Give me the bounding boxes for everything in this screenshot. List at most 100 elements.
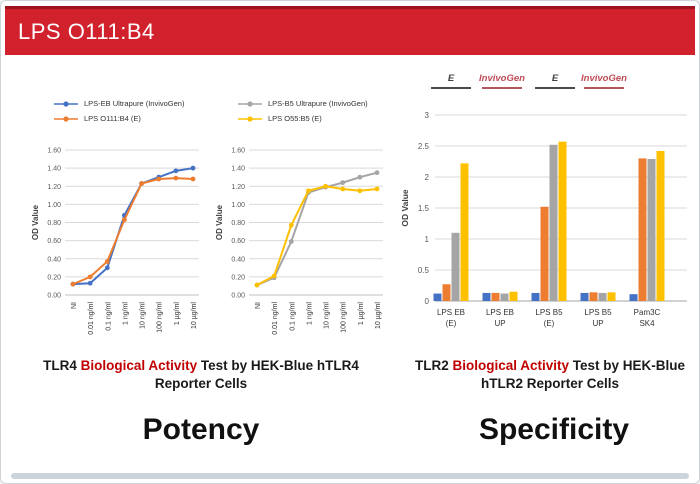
svg-text:0.20: 0.20 — [47, 274, 61, 281]
svg-text:0.5: 0.5 — [418, 266, 430, 275]
caption-highlight: Biological Activity — [452, 358, 570, 373]
legend-item: LPS O55:B5 (E) — [237, 114, 391, 123]
svg-text:OD Value: OD Value — [31, 204, 40, 240]
svg-text:0.60: 0.60 — [231, 238, 245, 245]
svg-text:10 µg/ml: 10 µg/ml — [375, 302, 382, 329]
svg-text:0.00: 0.00 — [47, 293, 61, 300]
svg-text:1 ng/ml: 1 ng/ml — [122, 302, 129, 325]
svg-text:OD Value: OD Value — [215, 204, 224, 240]
legend-item: LPS O111:B4 (E) — [53, 114, 207, 123]
supplier-label: InvivoGen — [479, 73, 525, 84]
specificity-section-label: Specificity — [478, 413, 630, 446]
supplier-annotation: InvivoGen — [476, 73, 528, 89]
legend-label: LPS O55:B5 (E) — [268, 114, 322, 123]
svg-text:1.40: 1.40 — [47, 166, 61, 173]
supplier-annotations: E InvivoGen E InvivoGen — [399, 73, 691, 103]
svg-text:0.1 ng/ml: 0.1 ng/ml — [289, 302, 296, 331]
svg-text:0.40: 0.40 — [47, 256, 61, 263]
caption-text: TLR4 — [43, 358, 81, 373]
caption-text: Test by HEK-Blue hTLR2 Reporter Cells — [480, 358, 686, 392]
line-chart-plot: 0.00 0.20 0.40 0.60 0.80 1.00 1.20 1.40 1.60 OD V… — [31, 148, 199, 335]
caption-text: TLR2 — [414, 358, 453, 373]
supplier-annotation: E — [529, 73, 581, 89]
supplier-annotation: InvivoGen — [578, 73, 630, 89]
legend-label: LPS-EB Ultrapure (InvivoGen) — [84, 99, 185, 108]
svg-text:0.01 ng/ml: 0.01 ng/ml — [88, 302, 95, 335]
supplier-label: E — [551, 73, 559, 84]
slide-title: LPS O111:B4 — [18, 19, 155, 44]
svg-text:0: 0 — [425, 297, 430, 306]
svg-text:1.5: 1.5 — [418, 204, 430, 213]
svg-text:1 µg/ml: 1 µg/ml — [174, 302, 181, 326]
svg-text:1.20: 1.20 — [47, 184, 61, 191]
svg-text:1 ng/ml: 1 ng/ml — [306, 302, 313, 325]
svg-text:(E): (E) — [544, 319, 555, 328]
svg-text:100 ng/ml: 100 ng/ml — [341, 302, 348, 333]
chart-legend: LPS-B5 Ultrapure (InvivoGen) LPS O55:B5 (… — [213, 99, 391, 133]
supplier-annotation: E — [425, 73, 477, 89]
caption-text: Test by HEK-Blue hTLR4 Reporter Cells — [154, 358, 359, 392]
annotation-underline — [482, 87, 522, 89]
svg-text:100 ng/ml: 100 ng/ml — [157, 302, 164, 333]
annotation-underline — [431, 87, 471, 89]
svg-text:OD Value: OD Value — [400, 189, 410, 227]
svg-text:0.20: 0.20 — [231, 274, 245, 281]
svg-text:1.60: 1.60 — [231, 148, 245, 155]
svg-text:1.60: 1.60 — [47, 148, 61, 155]
specificity-bar-chart: E InvivoGen E InvivoGen 0 0.5 1 1.5 2 2.5 3 OD Valu… — [399, 73, 691, 344]
chart-legend: LPS-EB Ultrapure (InvivoGen) LPS O111:B4 … — [29, 99, 207, 133]
tlr2-assay-caption: TLR2 Biological Activity Test by HEK-Blu… — [414, 357, 686, 393]
svg-text:LPS EB: LPS EB — [437, 308, 465, 317]
bar-chart-plot: 0 0.5 1 1.5 2 2.5 3 OD Value LPS EB (E) LPS EB UP LP… — [400, 111, 687, 328]
potency-line-chart-lps-b5: LPS-B5 Ultrapure (InvivoGen) LPS O55:B5 (… — [213, 99, 391, 353]
tlr4-assay-caption: TLR4 Biological Activity Test by HEK-Blu… — [31, 357, 371, 393]
svg-text:NI: NI — [255, 302, 262, 309]
caption-highlight: Biological Activity — [80, 358, 198, 373]
potency-section-label: Potency — [142, 413, 260, 446]
annotation-underline — [584, 87, 624, 89]
legend-item: LPS-EB Ultrapure (InvivoGen) — [53, 99, 207, 108]
svg-text:1.00: 1.00 — [47, 202, 61, 209]
potency-line-chart-lps-eb: LPS-EB Ultrapure (InvivoGen) LPS O111:B4 … — [29, 99, 207, 353]
svg-text:SK4: SK4 — [639, 319, 655, 328]
svg-text:0.00: 0.00 — [231, 293, 245, 300]
legend-line-marker-icon — [54, 100, 78, 107]
svg-text:(E): (E) — [446, 319, 457, 328]
legend-item: LPS-B5 Ultrapure (InvivoGen) — [237, 99, 391, 108]
legend-line-marker-icon — [238, 100, 262, 107]
slide-bottom-edge — [11, 473, 689, 479]
supplier-label: E — [447, 73, 455, 84]
svg-text:3: 3 — [425, 111, 430, 120]
svg-text:0.1 ng/ml: 0.1 ng/ml — [105, 302, 112, 331]
legend-label: LPS-B5 Ultrapure (InvivoGen) — [268, 99, 368, 108]
svg-text:0.80: 0.80 — [231, 220, 245, 227]
svg-text:NI: NI — [71, 302, 78, 309]
svg-text:2: 2 — [425, 173, 430, 182]
svg-text:10 µg/ml: 10 µg/ml — [191, 302, 198, 329]
annotation-underline — [535, 87, 575, 89]
svg-text:1: 1 — [425, 235, 430, 244]
legend-line-marker-icon — [238, 115, 262, 122]
svg-text:2.5: 2.5 — [418, 142, 430, 151]
svg-text:UP: UP — [592, 319, 603, 328]
svg-text:LPS B5: LPS B5 — [535, 308, 563, 317]
svg-text:1.20: 1.20 — [231, 184, 245, 191]
supplier-label: InvivoGen — [581, 73, 627, 84]
svg-text:1.40: 1.40 — [231, 166, 245, 173]
svg-text:1 µg/ml: 1 µg/ml — [358, 302, 365, 326]
svg-text:Pam3C: Pam3C — [634, 308, 661, 317]
svg-text:LPS B5: LPS B5 — [584, 308, 612, 317]
legend-label: LPS O111:B4 (E) — [84, 114, 141, 123]
svg-text:0.60: 0.60 — [47, 238, 61, 245]
svg-text:10 ng/ml: 10 ng/ml — [324, 302, 331, 329]
svg-text:LPS EB: LPS EB — [486, 308, 514, 317]
line-chart-plot: 0.00 0.20 0.40 0.60 0.80 1.00 1.20 1.40 1.60 OD V… — [215, 148, 383, 335]
svg-text:10 ng/ml: 10 ng/ml — [140, 302, 147, 329]
svg-text:0.01 ng/ml: 0.01 ng/ml — [272, 302, 279, 335]
legend-line-marker-icon — [54, 115, 78, 122]
svg-text:UP: UP — [494, 319, 505, 328]
slide-header: LPS O111:B4 — [5, 6, 695, 55]
svg-text:1.00: 1.00 — [231, 202, 245, 209]
svg-text:0.80: 0.80 — [47, 220, 61, 227]
